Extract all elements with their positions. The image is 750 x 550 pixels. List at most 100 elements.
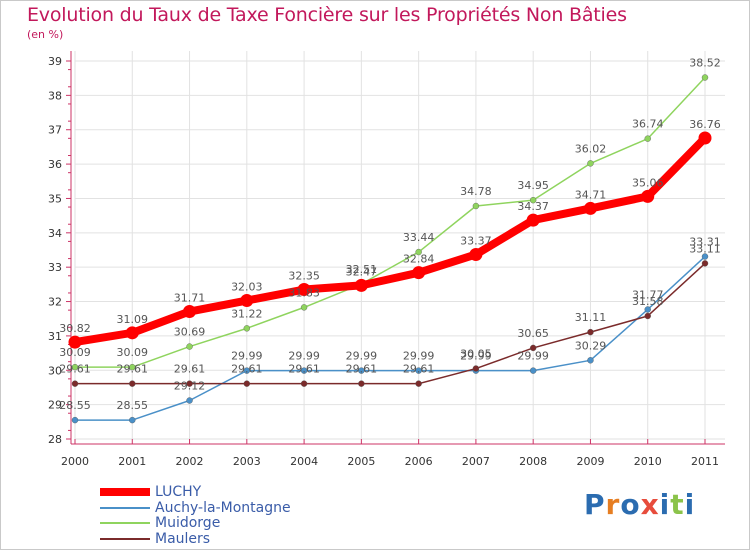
data-point-maulers: [129, 380, 136, 387]
data-label-auchy-la-montagne: 29.99: [231, 350, 263, 363]
data-label-muidorge: 34.95: [517, 179, 549, 192]
series-line-auchy-la-montagne: [74, 255, 706, 421]
series-line-maulers: [74, 262, 706, 385]
data-point-luchy: [641, 189, 655, 203]
data-label-maulers: 29.61: [117, 363, 149, 376]
data-point-luchy: [583, 201, 597, 215]
data-label-luchy: 32.47: [346, 265, 378, 278]
data-point-auchy-la-montagne: [300, 367, 308, 374]
data-label-auchy-la-montagne: 31.77: [632, 288, 664, 301]
grid: [74, 51, 725, 440]
data-label-maulers: 29.61: [59, 363, 91, 376]
data-point-maulers: [415, 380, 422, 387]
data-label-muidorge: 31.22: [231, 307, 263, 320]
data-point-maulers: [644, 312, 651, 320]
x-tick-label: 2006: [405, 455, 433, 468]
data-point-muidorge: [186, 343, 193, 350]
data-label-auchy-la-montagne: 28.55: [117, 399, 149, 412]
data-point-luchy: [240, 294, 254, 308]
data-point-muidorge: [71, 363, 79, 371]
series-line-muidorge: [74, 76, 706, 368]
data-label-maulers: 31.11: [575, 311, 607, 324]
y-tick-label: 29: [48, 399, 62, 412]
data-label-auchy-la-montagne: 29.99: [346, 350, 378, 363]
x-tick-label: 2010: [634, 455, 662, 468]
data-point-auchy-la-montagne: [587, 357, 594, 364]
y-tick-label: 34: [48, 227, 62, 240]
data-point-maulers: [358, 380, 365, 387]
x-tick-label: 2002: [176, 455, 204, 468]
data-point-auchy-la-montagne: [529, 367, 537, 374]
data-point-maulers: [71, 380, 79, 387]
data-label-luchy: 31.09: [117, 313, 149, 326]
legend-label: Muidorge: [155, 515, 221, 531]
data-point-auchy-la-montagne: [701, 253, 709, 260]
data-label-muidorge: 34.78: [460, 185, 492, 198]
data-label-luchy: 32.35: [288, 270, 320, 283]
data-label-auchy-la-montagne: 29.12: [174, 380, 206, 393]
data-label-auchy-la-montagne: 29.99: [403, 350, 435, 363]
x-tick-label: 2009: [576, 455, 604, 468]
data-point-muidorge: [243, 325, 251, 332]
data-point-auchy-la-montagne: [186, 397, 193, 404]
data-point-muidorge: [300, 304, 308, 311]
data-point-luchy: [183, 305, 197, 319]
data-label-maulers: 29.61: [346, 363, 378, 376]
data-label-luchy: 30.82: [59, 322, 91, 335]
data-label-maulers: 29.61: [403, 363, 435, 376]
series-line-luchy: [71, 133, 709, 347]
data-point-muidorge: [129, 363, 136, 371]
data-label-auchy-la-montagne: 29.99: [460, 350, 492, 363]
y-tick-label: 38: [48, 89, 62, 102]
data-label-luchy: 35.06: [632, 176, 664, 189]
data-label-auchy-la-montagne: 29.99: [288, 350, 320, 363]
y-tick-label: 37: [48, 124, 62, 137]
proxiti-logo: Proxiti: [584, 488, 696, 521]
legend-label: LUCHY: [155, 484, 202, 500]
data-label-muidorge: 32.51: [346, 263, 378, 276]
legend-item-luchy: LUCHY: [100, 484, 320, 500]
x-tick-label: 2001: [118, 455, 146, 468]
data-label-luchy: 34.71: [575, 188, 607, 201]
data-label-muidorge: 31.83: [288, 286, 320, 299]
y-tick-label: 28: [48, 433, 62, 446]
legend-item-auchy-la-montagne: Auchy-la-Montagne: [100, 500, 320, 516]
data-point-auchy-la-montagne: [71, 416, 79, 424]
x-tick-label: 2000: [61, 455, 89, 468]
data-point-maulers: [472, 365, 480, 372]
data-point-luchy: [698, 131, 712, 145]
data-label-maulers: 30.65: [517, 327, 549, 340]
legend-label: Auchy-la-Montagne: [155, 500, 291, 516]
legend-label: Maulers: [155, 531, 211, 547]
data-label-muidorge: 33.44: [403, 231, 435, 244]
data-point-muidorge: [415, 248, 422, 256]
x-tick-label: 2003: [233, 455, 261, 468]
legend-item-muidorge: Muidorge: [100, 515, 320, 531]
y-tick-label: 39: [48, 55, 62, 68]
data-label-muidorge: 36.74: [632, 118, 664, 131]
data-label-maulers: 33.11: [689, 242, 721, 255]
data-label-luchy: 32.84: [403, 253, 435, 266]
x-tick-label: 2008: [519, 455, 547, 468]
data-label-maulers: 30.05: [460, 348, 492, 361]
data-label-muidorge: 30.69: [174, 326, 206, 339]
legend-swatch: [100, 522, 150, 524]
data-label-maulers: 29.61: [174, 363, 206, 376]
legend-item-maulers: Maulers: [100, 531, 320, 547]
y-tick-label: 31: [48, 330, 62, 343]
y-tick-label: 36: [48, 158, 62, 171]
data-point-muidorge: [472, 202, 480, 210]
data-label-auchy-la-montagne: 28.55: [59, 399, 91, 412]
data-point-maulers: [186, 380, 193, 387]
data-label-auchy-la-montagne: 30.29: [575, 339, 607, 352]
data-label-luchy: 36.76: [689, 118, 721, 131]
data-label-maulers: 29.61: [288, 363, 320, 376]
y-tick-label: 33: [48, 261, 62, 274]
data-label-muidorge: 38.52: [689, 56, 721, 69]
data-label-muidorge: 30.09: [117, 346, 149, 359]
data-point-luchy: [354, 278, 368, 292]
data-point-auchy-la-montagne: [415, 367, 422, 374]
data-point-maulers: [587, 328, 594, 336]
